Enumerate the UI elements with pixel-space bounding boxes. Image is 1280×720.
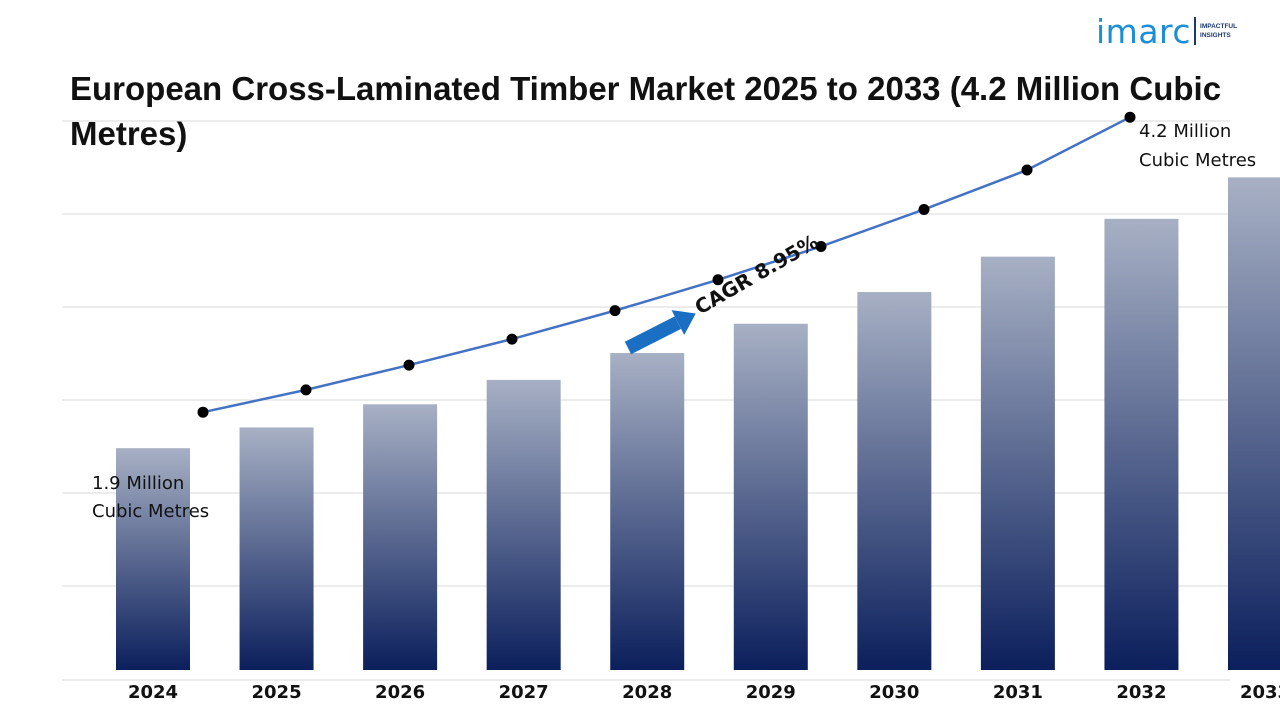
chart-title: European Cross-Laminated Timber Market 2…	[70, 70, 1222, 152]
bar-2025	[239, 427, 314, 670]
start-value-label-line1: 1.9 Million	[92, 473, 184, 494]
x-tick-label: 2030	[869, 682, 919, 703]
logo-divider	[1194, 17, 1197, 45]
logo-wordmark: imarc	[1096, 11, 1192, 51]
imarc-logo: imarc IMPACTFUL INSIGHTS	[1096, 6, 1237, 56]
logo-tagline-line2: INSIGHTS	[1200, 32, 1231, 39]
x-tick-label: 2029	[746, 682, 796, 703]
trend-line	[202, 116, 1131, 414]
logo-tagline: IMPACTFUL INSIGHTS	[1200, 22, 1237, 40]
x-tick-label: 2026	[375, 682, 425, 703]
trend-point-2026	[403, 359, 415, 371]
logo-tagline-line1: IMPACTFUL	[1200, 23, 1238, 30]
trend-point-2032	[1021, 164, 1033, 176]
trend-point-2027	[506, 333, 518, 345]
bar-2030	[857, 292, 932, 670]
x-axis-ticks: 2024 2025 2026 2027 2028 2029 2030 2031 2032 2033	[128, 682, 1280, 703]
cagr-label: CAGR 8.95%	[691, 229, 823, 319]
bar-2026	[363, 404, 438, 670]
trend-point-2025	[300, 384, 312, 396]
trend-point-2030	[815, 240, 827, 252]
trend-point-2031	[918, 203, 930, 215]
trend-line-group	[197, 111, 1136, 418]
bar-2029	[733, 323, 808, 670]
trend-point-2033	[1124, 111, 1136, 123]
bar-2033	[1228, 177, 1280, 671]
bar-2027	[486, 379, 561, 670]
x-tick-label: 2027	[499, 682, 549, 703]
x-tick-label: 2033	[1240, 682, 1280, 703]
x-tick-label: 2032	[1116, 682, 1166, 703]
end-value-label-line1: 4.2 Million	[1139, 121, 1231, 142]
x-tick-label: 2031	[993, 682, 1043, 703]
trend-point-2029	[712, 274, 724, 286]
bar-2031	[980, 256, 1055, 670]
bars	[116, 177, 1280, 671]
x-tick-label: 2024	[128, 682, 178, 703]
bar-2028	[610, 353, 685, 670]
bar-2032	[1104, 218, 1179, 670]
end-value-label-line2: Cubic Metres	[1139, 150, 1256, 171]
trend-point-2024	[197, 406, 209, 418]
bar-2024	[116, 448, 190, 670]
cagr-arrow-icon	[624, 310, 696, 355]
trend-point-2028	[609, 305, 621, 317]
start-value-label-line2: Cubic Metres	[92, 501, 209, 522]
x-tick-label: 2028	[622, 682, 672, 703]
x-tick-label: 2025	[252, 682, 302, 703]
